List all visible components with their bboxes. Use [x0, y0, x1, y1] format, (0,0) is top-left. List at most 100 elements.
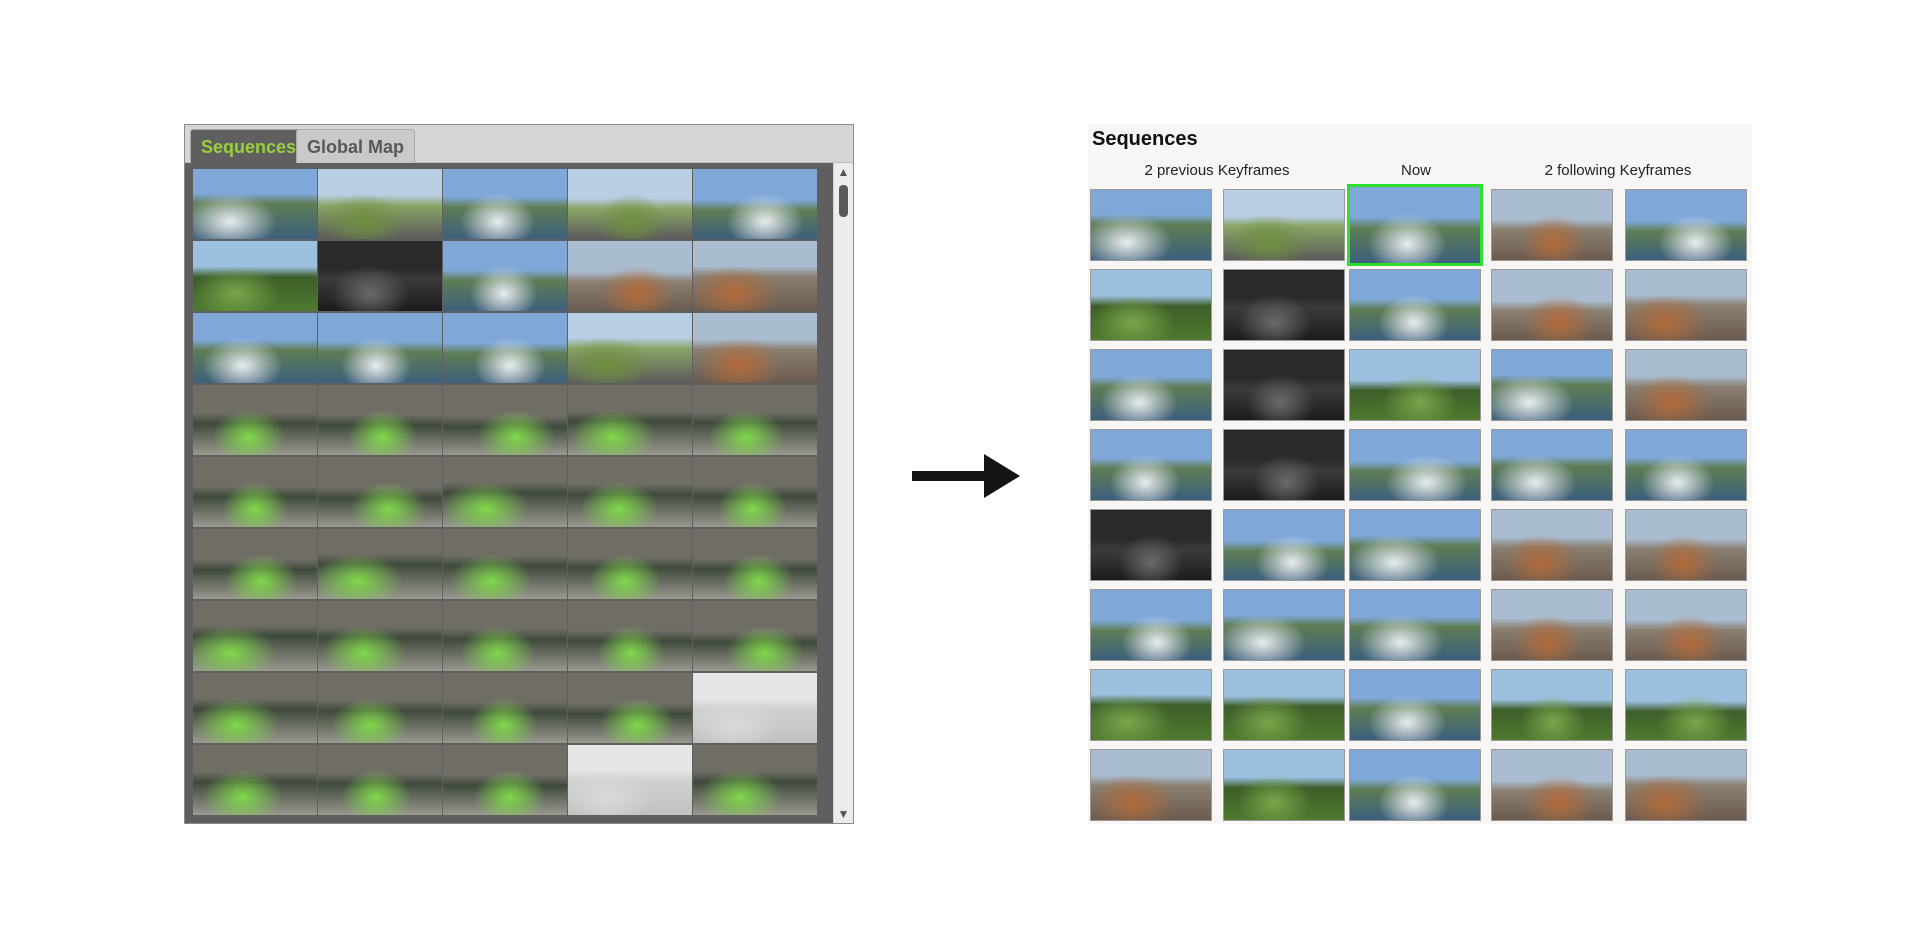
keyframe-thumbnail[interactable] [1091, 670, 1211, 740]
keyframe-thumbnail[interactable] [1091, 750, 1211, 820]
keyframe-thumbnail[interactable] [1091, 350, 1211, 420]
keyframe-thumbnail[interactable] [1224, 590, 1344, 660]
sequence-thumbnail[interactable] [443, 241, 567, 311]
keyframe-thumbnail[interactable] [1350, 590, 1480, 660]
sequence-thumbnail[interactable] [693, 601, 817, 671]
current-keyframe-thumbnail[interactable] [1350, 187, 1480, 263]
sequence-thumbnail[interactable] [443, 745, 567, 815]
sequence-thumbnail[interactable] [193, 745, 317, 815]
sequence-thumbnail[interactable] [318, 385, 442, 455]
sequence-thumbnail[interactable] [318, 529, 442, 599]
sequence-thumbnail[interactable] [568, 457, 692, 527]
sequence-thumbnail[interactable] [693, 169, 817, 239]
keyframe-thumbnail[interactable] [1626, 430, 1746, 500]
sequence-thumbnail[interactable] [568, 241, 692, 311]
sequence-thumbnail[interactable] [568, 673, 692, 743]
keyframe-thumbnail[interactable] [1350, 510, 1480, 580]
sequence-thumbnail[interactable] [193, 385, 317, 455]
thumbnail-grid [193, 169, 819, 819]
sequence-thumbnail[interactable] [318, 313, 442, 383]
sequence-thumbnail[interactable] [568, 385, 692, 455]
keyframe-thumbnail[interactable] [1350, 670, 1480, 740]
sequence-thumbnail[interactable] [693, 673, 817, 743]
keyframe-thumbnail[interactable] [1626, 590, 1746, 660]
keyframe-thumbnail[interactable] [1091, 510, 1211, 580]
sequences-panel-right: Sequences 2 previous Keyframes Now 2 fol… [1088, 124, 1752, 824]
keyframe-thumbnail[interactable] [1492, 350, 1612, 420]
sequence-thumbnail[interactable] [193, 673, 317, 743]
keyframe-thumbnail[interactable] [1626, 670, 1746, 740]
keyframe-thumbnail[interactable] [1224, 350, 1344, 420]
keyframe-thumbnail[interactable] [1224, 270, 1344, 340]
keyframe-thumbnail[interactable] [1350, 430, 1480, 500]
keyframe-thumbnail[interactable] [1492, 590, 1612, 660]
scroll-up-arrow-icon[interactable]: ▲ [834, 165, 853, 179]
tab-global-map[interactable]: Global Map [296, 129, 415, 163]
keyframe-thumbnail[interactable] [1224, 670, 1344, 740]
keyframe-thumbnail[interactable] [1350, 750, 1480, 820]
keyframe-thumbnail[interactable] [1492, 510, 1612, 580]
keyframe-thumbnail[interactable] [1224, 750, 1344, 820]
right-arrow-icon [912, 454, 1020, 498]
sequence-thumbnail[interactable] [693, 385, 817, 455]
sequence-thumbnail[interactable] [693, 745, 817, 815]
keyframe-thumbnail[interactable] [1224, 430, 1344, 500]
sequence-thumbnail[interactable] [443, 529, 567, 599]
keyframe-thumbnail[interactable] [1492, 430, 1612, 500]
now-header: Now [1348, 162, 1484, 179]
sequence-thumbnail[interactable] [318, 169, 442, 239]
sequence-thumbnail[interactable] [443, 457, 567, 527]
keyframe-thumbnail[interactable] [1224, 190, 1344, 260]
keyframe-thumbnail[interactable] [1091, 270, 1211, 340]
panel-title: Sequences [1092, 128, 1198, 151]
sequence-thumbnail[interactable] [318, 673, 442, 743]
sequence-thumbnail[interactable] [693, 241, 817, 311]
following-keyframes-header: 2 following Keyframes [1484, 162, 1752, 179]
sequence-thumbnail[interactable] [568, 745, 692, 815]
sequence-thumbnail[interactable] [443, 673, 567, 743]
keyframe-thumbnail[interactable] [1492, 270, 1612, 340]
keyframe-thumbnail[interactable] [1626, 190, 1746, 260]
keyframe-thumbnail[interactable] [1350, 270, 1480, 340]
keyframe-thumbnail[interactable] [1350, 350, 1480, 420]
sequence-thumbnail[interactable] [568, 529, 692, 599]
sequence-thumbnail[interactable] [193, 241, 317, 311]
keyframe-thumbnail[interactable] [1091, 190, 1211, 260]
keyframe-grid [1088, 184, 1752, 824]
sequence-thumbnail[interactable] [193, 601, 317, 671]
sequence-thumbnail[interactable] [443, 601, 567, 671]
vertical-scrollbar[interactable]: ▲ ▼ [833, 163, 853, 823]
keyframe-thumbnail[interactable] [1224, 510, 1344, 580]
keyframe-thumbnail[interactable] [1091, 590, 1211, 660]
sequence-thumbnail[interactable] [193, 313, 317, 383]
previous-keyframes-header: 2 previous Keyframes [1088, 162, 1346, 179]
tab-bar: Sequences Global Map [185, 125, 853, 163]
sequence-thumbnail[interactable] [443, 385, 567, 455]
scroll-down-arrow-icon[interactable]: ▼ [834, 807, 853, 821]
keyframe-thumbnail[interactable] [1492, 750, 1612, 820]
keyframe-thumbnail[interactable] [1492, 190, 1612, 260]
sequence-thumbnail[interactable] [693, 529, 817, 599]
sequence-thumbnail[interactable] [318, 241, 442, 311]
keyframe-thumbnail[interactable] [1626, 510, 1746, 580]
sequence-thumbnail[interactable] [693, 313, 817, 383]
tab-sequences[interactable]: Sequences [190, 129, 307, 163]
sequence-thumbnail[interactable] [568, 169, 692, 239]
keyframe-thumbnail[interactable] [1626, 350, 1746, 420]
sequence-thumbnail[interactable] [568, 601, 692, 671]
sequence-thumbnail[interactable] [693, 457, 817, 527]
keyframe-thumbnail[interactable] [1492, 670, 1612, 740]
keyframe-thumbnail[interactable] [1626, 270, 1746, 340]
sequence-thumbnail[interactable] [318, 601, 442, 671]
keyframe-thumbnail[interactable] [1626, 750, 1746, 820]
sequence-thumbnail[interactable] [193, 457, 317, 527]
sequence-thumbnail[interactable] [568, 313, 692, 383]
keyframe-thumbnail[interactable] [1091, 430, 1211, 500]
sequence-thumbnail[interactable] [318, 745, 442, 815]
sequence-thumbnail[interactable] [318, 457, 442, 527]
sequence-thumbnail[interactable] [193, 169, 317, 239]
sequence-thumbnail[interactable] [443, 169, 567, 239]
sequence-thumbnail[interactable] [443, 313, 567, 383]
scrollbar-thumb[interactable] [839, 185, 848, 217]
sequence-thumbnail[interactable] [193, 529, 317, 599]
